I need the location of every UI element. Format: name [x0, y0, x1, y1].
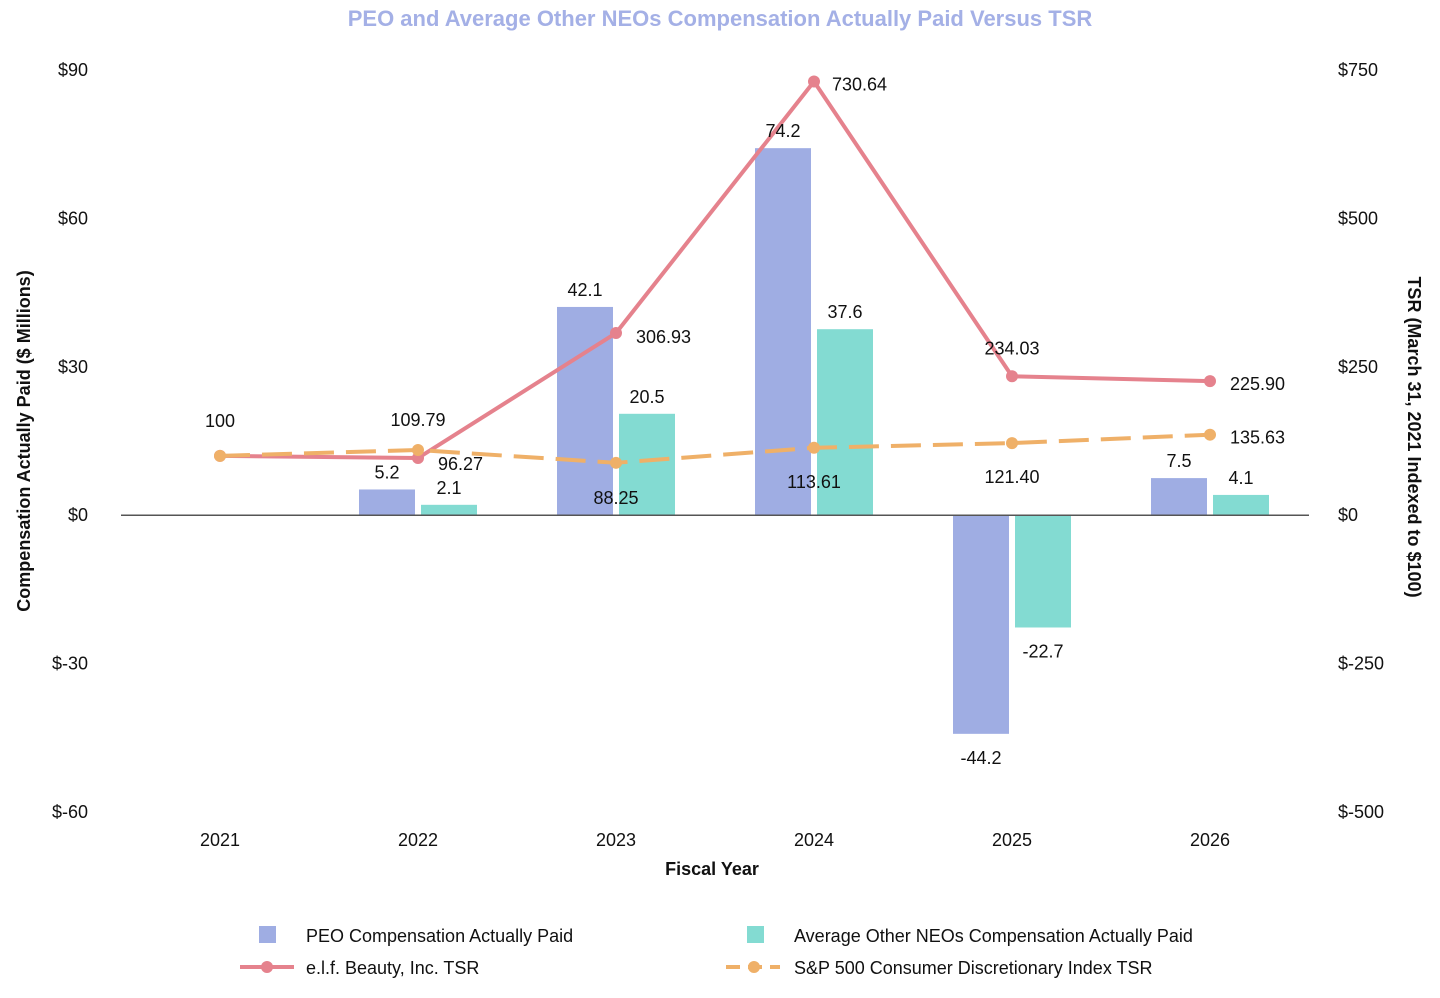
- x-tick-label: 2023: [596, 830, 636, 850]
- legend-neo-swatch: [747, 926, 764, 943]
- legend-peo-label: PEO Compensation Actually Paid: [306, 926, 573, 946]
- legend-sp500-marker: [748, 961, 760, 973]
- sp500-tsr-line: [219, 432, 1211, 465]
- elf-tsr-label: 96.27: [438, 454, 483, 474]
- peo-bar-label: 74.2: [765, 121, 800, 141]
- sp500-tsr-point: [808, 441, 820, 454]
- y-left-tick-label: $60: [58, 208, 88, 228]
- x-tick-label: 2021: [200, 830, 240, 850]
- y-axis-right-title: TSR (March 31, 2021 Indexed to $100): [1404, 276, 1424, 597]
- elf-tsr-label: 234.03: [984, 338, 1039, 358]
- x-tick-label: 2026: [1190, 830, 1230, 850]
- y-right-tick-label: $500: [1338, 208, 1378, 228]
- x-tick-label: 2022: [398, 830, 438, 850]
- y-right-tick-label: $-250: [1338, 654, 1384, 674]
- x-axis-ticks: 2021 2022 2023 2024 2025 2026: [200, 830, 1230, 850]
- y-right-tick-label: $250: [1338, 357, 1378, 377]
- sp500-tsr-label: 135.63: [1230, 428, 1285, 448]
- y-left-tick-label: $0: [68, 505, 88, 525]
- x-axis-title: Fiscal Year: [665, 859, 759, 879]
- y-left-tick-label: $-60: [52, 802, 88, 822]
- sp500-tsr-point: [610, 456, 622, 469]
- y-axis-left-title: Compensation Actually Paid ($ Millions): [14, 270, 34, 611]
- elf-tsr-label: 225.90: [1230, 374, 1285, 394]
- y-right-tick-label: $-500: [1338, 802, 1384, 822]
- legend: PEO Compensation Actually Paid Average Ot…: [240, 926, 1193, 978]
- elf-tsr-point: [1006, 370, 1018, 383]
- peo-bar: [755, 148, 811, 516]
- y-left-tick-label: $-30: [52, 654, 88, 674]
- neo-bar-label: 20.5: [629, 387, 664, 407]
- line-series-group: [214, 75, 1216, 469]
- peo-bar-label: 7.5: [1166, 451, 1191, 471]
- y-right-tick-label: $750: [1338, 60, 1378, 80]
- y-axis-right-ticks: $750 $500 $250 $0 $-250 $-500: [1338, 60, 1384, 822]
- peo-bar-label: -44.2: [960, 748, 1001, 768]
- legend-peo-swatch: [259, 926, 276, 943]
- elf-tsr-point: [610, 327, 622, 340]
- neo-bar-label: 4.1: [1228, 468, 1253, 488]
- neo-bar: [619, 413, 675, 516]
- elf-tsr-label: 306.93: [636, 327, 691, 347]
- neo-bar-label: -22.7: [1022, 641, 1063, 661]
- sp500-tsr-label: 113.61: [787, 472, 841, 492]
- elf-tsr-point: [1204, 375, 1216, 388]
- peo-bar: [359, 489, 415, 516]
- neo-bar: [421, 504, 477, 516]
- peo-bar: [953, 515, 1009, 734]
- peo-bar: [1151, 478, 1207, 516]
- bar-series-group: [359, 148, 1269, 734]
- legend-elf-marker: [261, 961, 273, 973]
- neo-bar-label: 37.6: [827, 302, 862, 322]
- y-left-tick-label: $30: [58, 357, 88, 377]
- neo-bar: [1213, 494, 1269, 516]
- x-tick-label: 2024: [794, 830, 834, 850]
- legend-sp500-label: S&P 500 Consumer Discretionary Index TSR: [794, 958, 1153, 978]
- y-axis-left-ticks: $90 $60 $30 $0 $-30 $-60: [52, 60, 88, 822]
- y-right-tick-label: $0: [1338, 505, 1358, 525]
- elf-tsr-label: 100: [205, 411, 235, 431]
- neo-bar: [817, 329, 873, 516]
- legend-elf-label: e.l.f. Beauty, Inc. TSR: [306, 958, 479, 978]
- elf-tsr-line: [219, 79, 1211, 461]
- sp500-tsr-label: 109.79: [390, 410, 445, 430]
- sp500-tsr-label: 88.25: [593, 488, 638, 508]
- neo-bar-label: 2.1: [436, 478, 461, 498]
- peo-bar-label: 42.1: [567, 280, 602, 300]
- x-tick-label: 2025: [992, 830, 1032, 850]
- elf-tsr-point: [808, 75, 820, 88]
- sp500-tsr-point: [1006, 437, 1018, 450]
- sp500-tsr-label: 121.40: [984, 467, 1039, 487]
- legend-neo-label: Average Other NEOs Compensation Actually…: [794, 926, 1193, 946]
- y-left-tick-label: $90: [58, 60, 88, 80]
- sp500-tsr-point: [1204, 428, 1216, 441]
- peo-bar-label: 5.2: [374, 462, 399, 482]
- sp500-tsr-point: [412, 444, 424, 457]
- neo-bar: [1015, 515, 1071, 628]
- chart-title: PEO and Average Other NEOs Compensation …: [348, 6, 1093, 31]
- data-labels-group: 5.2 42.1 74.2 -44.2 7.5 2.1 20.5 37.6 -22.7 4.1 10…: [205, 74, 1285, 767]
- elf-tsr-label: 730.64: [832, 74, 887, 94]
- sp500-tsr-point: [214, 449, 226, 462]
